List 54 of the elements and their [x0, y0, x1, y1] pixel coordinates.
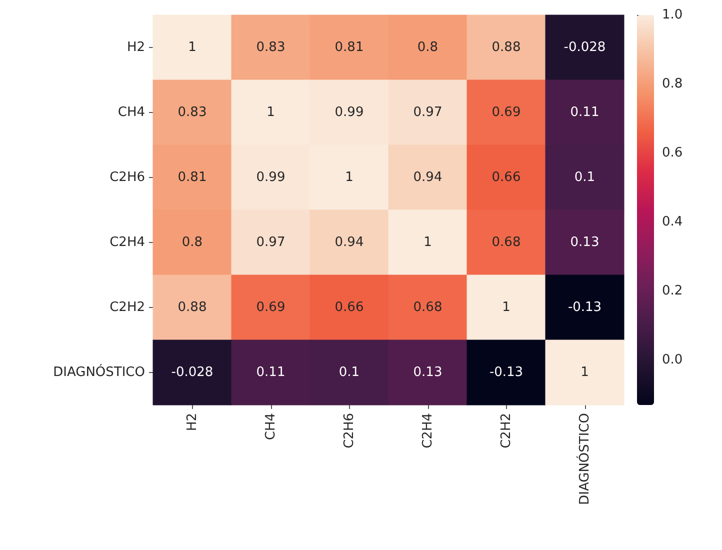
- data-label: 0.11: [570, 105, 600, 120]
- data-label: 0.83: [256, 40, 286, 55]
- data-label: 0.66: [492, 170, 521, 185]
- data-label: 1: [188, 40, 196, 55]
- x-tick-label: C2H2: [498, 413, 514, 448]
- y-tick-label: C2H6: [110, 170, 145, 185]
- data-label: 0.13: [413, 365, 442, 380]
- data-label: 1: [266, 105, 275, 120]
- color-bar-label: 0.0: [662, 352, 683, 368]
- color-bar-label: 0.2: [662, 284, 683, 299]
- data-label: -0.028: [171, 365, 214, 380]
- data-label: -0.13: [489, 365, 524, 380]
- x-tick-label: C2H4: [420, 413, 436, 448]
- x-tick-label: H2: [184, 413, 200, 432]
- x-tick-label: C2H6: [342, 413, 357, 448]
- data-label: 0.11: [256, 365, 286, 380]
- data-label: -0.13: [568, 300, 602, 315]
- data-label: 0.83: [178, 105, 207, 120]
- data-label: 0.99: [334, 105, 364, 120]
- y-tick-label: C2H4: [110, 235, 145, 250]
- y-tick-label: DIAGNÓSTICO: [53, 363, 145, 380]
- data-label: 0.69: [492, 105, 521, 120]
- data-label: 0.13: [570, 235, 600, 250]
- x-tick-label: DIAGNÓSTICO: [575, 413, 592, 505]
- data-label: 0.88: [178, 300, 207, 315]
- data-label: 0.8: [417, 40, 438, 55]
- y-tick-label: CH4: [118, 105, 145, 120]
- data-label: 0.81: [334, 40, 364, 55]
- y-tick-label: C2H2: [110, 300, 145, 315]
- data-label: 0.81: [178, 170, 207, 185]
- data-label: 1: [345, 170, 354, 185]
- data-label: 0.66: [334, 300, 364, 315]
- data-label: 0.8: [182, 235, 203, 250]
- data-label: 0.1: [574, 170, 596, 185]
- data-label: 0.97: [256, 235, 286, 250]
- data-label: 1: [502, 300, 510, 315]
- data-label: 0.69: [256, 300, 286, 315]
- data-label: 0.88: [492, 40, 521, 55]
- data-label: -0.028: [564, 40, 606, 55]
- data-label: 0.94: [334, 235, 364, 250]
- data-label: 1: [424, 235, 432, 250]
- x-tick-label: CH4: [263, 413, 278, 440]
- data-label: 0.99: [256, 170, 286, 185]
- color-bar-label: 0.8: [662, 76, 683, 92]
- data-label: 1: [580, 365, 589, 380]
- color-bar-label: 1.0: [662, 8, 683, 22]
- data-label: 0.68: [413, 300, 442, 315]
- color-bar-label: 0.6: [662, 146, 683, 161]
- data-label: 0.94: [413, 170, 442, 185]
- data-label: 0.68: [492, 235, 521, 250]
- data-label: 0.1: [338, 365, 360, 380]
- color-bar-label: 0.4: [662, 214, 683, 230]
- y-tick-label: H2: [126, 40, 145, 55]
- data-label: 0.97: [413, 105, 442, 120]
